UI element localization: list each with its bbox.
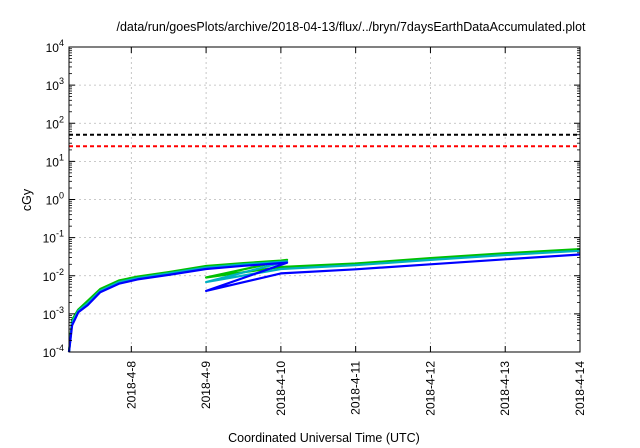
y-tick-label: 10-4 — [43, 343, 64, 360]
x-tick-label: 2018-4-11 — [349, 361, 363, 415]
y-tick-label: 100 — [46, 191, 64, 208]
y-tick-label: 102 — [46, 114, 64, 131]
threshold-lines — [69, 133, 580, 148]
y-axis-ticks: 10-4 10-3 10-2 10-1 100 101 102 103 104 — [43, 38, 580, 360]
y-axis-label: cGy — [20, 188, 34, 211]
x-axis-ticks: 2018-4-8 2018-4-9 2018-4-10 2018-4-11 2018-4… — [124, 47, 587, 416]
y-tick-label: 101 — [46, 152, 64, 169]
x-axis-label: Coordinated Universal Time (UTC) — [228, 431, 420, 445]
grid — [69, 47, 580, 352]
y-tick-label: 10-3 — [43, 305, 64, 322]
chart-title: /data/run/goesPlots/archive/2018-04-13/f… — [116, 20, 586, 34]
y-tick-label: 10-2 — [43, 267, 64, 284]
series-line — [67, 253, 581, 353]
y-tick-label: 103 — [46, 76, 64, 93]
x-tick-label: 2018-4-14 — [573, 361, 587, 416]
x-tick-label: 2018-4-9 — [199, 361, 213, 409]
series-line — [67, 249, 581, 353]
y-tick-label: 10-1 — [43, 229, 64, 246]
series-line — [67, 248, 581, 353]
x-tick-label: 2018-4-8 — [124, 361, 138, 409]
y-tick-label: 104 — [46, 38, 64, 55]
series-lines — [67, 248, 581, 353]
x-tick-label: 2018-4-10 — [274, 361, 288, 416]
x-tick-label: 2018-4-13 — [498, 361, 512, 416]
x-tick-label: 2018-4-12 — [423, 361, 437, 416]
